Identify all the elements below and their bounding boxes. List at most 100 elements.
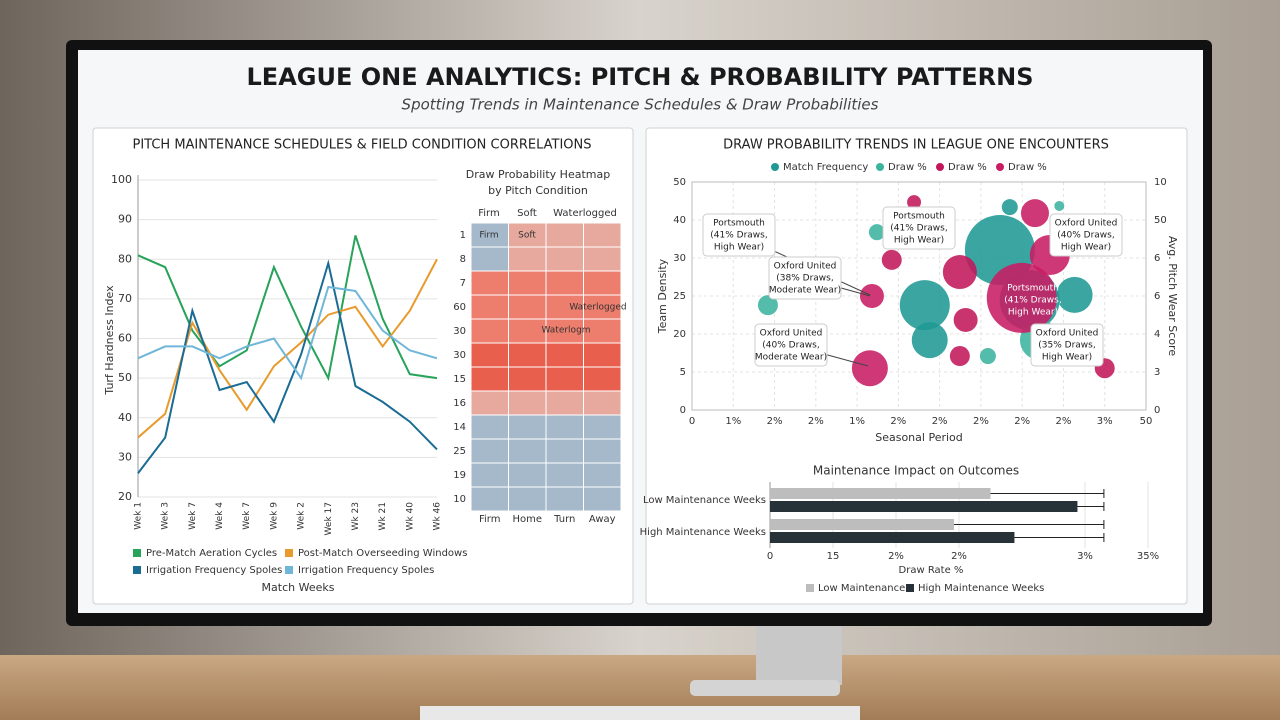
line-series [137, 258, 438, 439]
bubble [907, 195, 922, 210]
legend-label: Draw % [888, 162, 927, 173]
y-tick-label: 25 [673, 291, 686, 302]
column-label: Firm [479, 514, 500, 525]
heat-cell [508, 390, 547, 416]
y2-tick-label: 6 [1154, 253, 1160, 264]
callout-text: Oxford United [1055, 219, 1118, 229]
x-tick-label: 2% [767, 416, 783, 427]
heat-cell [470, 270, 509, 296]
heat-cell [508, 294, 547, 320]
y2-axis-label: Avg. Pitch Wear Score [1166, 236, 1179, 356]
line-series [137, 235, 438, 382]
line-series [137, 259, 438, 474]
y-tick-label: 0 [680, 405, 686, 416]
callout-text: High Wear) [1042, 353, 1092, 363]
row-label: 14 [453, 422, 466, 433]
stand-base [690, 680, 840, 696]
bubble [1056, 276, 1093, 313]
heat-cell [470, 486, 509, 512]
legend-swatch [771, 163, 779, 171]
legend-label: Draw % [948, 162, 987, 173]
x-tick-label: Wk 21 [378, 502, 388, 530]
heat-cell [545, 270, 584, 296]
chart-title: PITCH MAINTENANCE SCHEDULES & FIELD COND… [132, 138, 591, 153]
legend-swatch [876, 163, 884, 171]
heat-cell [545, 390, 584, 416]
heat-cell [508, 414, 547, 440]
bubble [868, 224, 885, 241]
y-tick-label: 70 [118, 292, 132, 305]
heatmap-title: Draw Probability Heatmap [466, 168, 610, 181]
plot-frame [691, 181, 1147, 411]
callout-text: (35% Draws, [1038, 341, 1095, 351]
x-tick-label: Wek 17 [324, 502, 334, 535]
y2-tick-label: 50 [1154, 215, 1167, 226]
x-tick-label: 3% [1097, 416, 1113, 427]
y-axis-label: Turf Hardness Index [103, 285, 116, 396]
bubble [911, 322, 948, 359]
x-tick-label: 35% [1137, 551, 1159, 562]
heat-cell [545, 222, 584, 248]
keyboard [420, 706, 860, 720]
row-label: 10 [453, 494, 466, 505]
y2-tick-label: 4 [1154, 329, 1160, 340]
y-axis-label: Team Density [656, 258, 669, 334]
x-tick-label: Wek 7 [188, 502, 198, 530]
heat-cell [508, 366, 547, 392]
bubble [986, 262, 1057, 333]
heat-cell [470, 342, 509, 368]
column-label: Away [589, 514, 616, 525]
y-tick-label: 20 [673, 329, 686, 340]
callout-text: High Wear) [894, 236, 944, 246]
legend-swatch [996, 163, 1004, 171]
category-label: Low Maintenance Weeks [643, 495, 766, 506]
y-tick-label: 40 [673, 215, 686, 226]
legend-label: Irrigation Frequency Spoles [298, 565, 434, 576]
y-tick-label: 20 [118, 490, 132, 503]
x-tick-label: Wek 9 [269, 502, 279, 530]
callout-text: High Wear) [714, 243, 764, 253]
column-label: Home [512, 514, 542, 525]
bubble [851, 350, 888, 387]
heat-cell [583, 342, 622, 368]
callout-text: Oxford United [1036, 329, 1099, 339]
heat-cell [470, 390, 509, 416]
x-axis-label: Match Weeks [262, 581, 335, 594]
page-subtitle: Spotting Trends in Maintenance Schedules… [402, 96, 879, 114]
y-tick-label: 80 [118, 252, 132, 265]
column-label: Turn [553, 514, 575, 525]
heat-cell [508, 342, 547, 368]
row-label: 60 [453, 302, 466, 313]
x-tick-label: Wk 23 [351, 502, 361, 530]
y-tick-label: 30 [118, 450, 132, 463]
error-bar [1077, 502, 1105, 511]
error-bar [1014, 533, 1105, 542]
heat-cell [583, 390, 622, 416]
row-label: 15 [453, 374, 466, 385]
bubble [949, 346, 970, 367]
y-tick-label: 90 [118, 213, 132, 226]
callout-text: (41% Draws, [710, 231, 767, 241]
callout-box [882, 206, 956, 250]
x-axis-label: Draw Rate % [899, 565, 964, 576]
heat-cell [583, 318, 622, 344]
callout-box [768, 256, 842, 300]
legend-label: Low Maintenance [818, 583, 905, 594]
x-tick-label: Wek 2 [297, 502, 307, 530]
heat-cell [508, 246, 547, 272]
heat-cell [545, 366, 584, 392]
legend-label: Irrigation Frequency Spoles [146, 565, 282, 576]
y-tick-label: 50 [673, 177, 686, 188]
callout-text: (41% Draws, [1004, 296, 1061, 306]
heat-cell [508, 438, 547, 464]
x-tick-label: 2% [888, 551, 904, 562]
legend-swatch [806, 584, 814, 592]
heat-cell [545, 342, 584, 368]
column-label: Waterlogged [553, 208, 617, 219]
legend-swatch [133, 549, 141, 557]
row-label: 1 [460, 230, 466, 241]
row-label: 30 [453, 326, 466, 337]
heat-cell [508, 462, 547, 488]
callout-text: Oxford United [774, 262, 837, 272]
legend-swatch [906, 584, 914, 592]
